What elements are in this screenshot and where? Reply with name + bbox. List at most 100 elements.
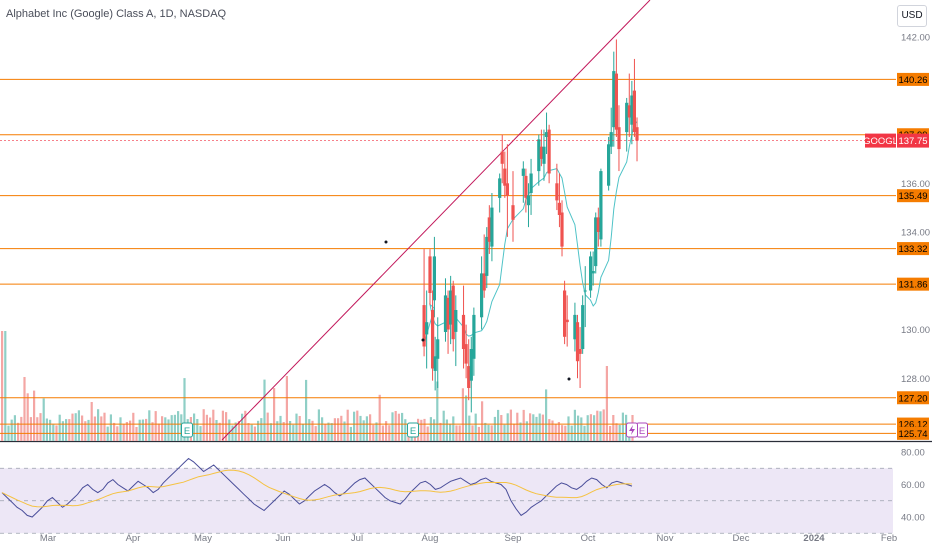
volume-bar	[362, 420, 365, 441]
candle-body	[461, 314, 466, 349]
currency-button[interactable]: USD	[897, 5, 927, 27]
volume-bar	[68, 419, 71, 441]
volume-bar	[548, 419, 551, 441]
volume-bar	[183, 378, 186, 441]
volume-bar	[269, 423, 272, 441]
volume-bar	[532, 414, 535, 441]
volume-bar	[369, 414, 372, 441]
volume-bar	[330, 423, 333, 441]
candle-body	[425, 322, 429, 335]
volume-bar	[244, 410, 247, 441]
volume-bar	[519, 422, 522, 441]
time-tick-label: Dec	[733, 533, 750, 544]
rsi-band	[0, 468, 893, 534]
volume-bar	[567, 416, 570, 441]
candle-body	[490, 207, 494, 247]
level-price-tag	[897, 72, 929, 86]
candle-body	[596, 217, 600, 232]
earnings-marker	[181, 422, 193, 438]
candle-body	[612, 71, 616, 128]
volume-bar	[317, 409, 320, 441]
candle-body	[599, 171, 603, 240]
volume-bar	[401, 412, 404, 441]
volume-bar	[52, 424, 55, 441]
volume-bar	[279, 415, 282, 441]
volume-bar	[324, 424, 327, 441]
rsi-tick-label: 80.00	[901, 448, 925, 459]
candle-body	[625, 102, 629, 133]
volume-bar	[122, 424, 125, 441]
candle-body	[432, 256, 436, 301]
candle-body	[464, 344, 468, 364]
volume-bar	[433, 419, 436, 441]
volume-bar	[135, 427, 138, 441]
symbol-label: GOOGL	[863, 136, 898, 147]
volume-bar	[612, 415, 615, 441]
candle-body	[609, 132, 613, 147]
candle-body	[537, 139, 541, 172]
candle-body	[555, 183, 559, 201]
volume-bar	[282, 422, 285, 441]
volume-bar	[461, 388, 464, 441]
volume-bar	[100, 416, 103, 441]
volume-bar	[151, 422, 154, 441]
level-price-tag	[897, 426, 929, 440]
volume-bar	[170, 415, 173, 441]
level-price-label: 135.49	[898, 191, 927, 202]
volume-bar	[257, 420, 260, 441]
candle-body	[482, 273, 486, 291]
volume-bar	[77, 410, 80, 441]
candle-body	[589, 256, 593, 291]
volume-bar	[17, 422, 20, 441]
candle-body	[524, 175, 528, 198]
volume-bar	[193, 413, 196, 441]
volume-bar	[308, 419, 311, 441]
level-price-tag	[897, 242, 929, 256]
candle-body	[581, 305, 585, 349]
candle-body	[469, 349, 473, 381]
volume-bar	[20, 416, 23, 441]
volume-bar	[439, 422, 442, 441]
candle-body	[635, 127, 639, 141]
volume-bar	[340, 415, 343, 441]
volume-bar	[538, 413, 541, 441]
time-tick-label: Jul	[351, 533, 363, 544]
time-tick-label: Jun	[275, 533, 290, 544]
volume-bar	[260, 418, 263, 441]
volume-bar	[49, 419, 52, 441]
volume-bar	[305, 379, 308, 441]
volume-bar	[497, 409, 500, 441]
volume-bar	[228, 419, 231, 441]
volume-bar	[237, 421, 240, 441]
candle-body	[511, 205, 515, 220]
volume-bar	[4, 331, 7, 441]
volume-bar	[113, 422, 116, 441]
volume-bar	[125, 422, 128, 441]
volume-bar	[468, 415, 471, 441]
volume-bar	[26, 393, 29, 441]
candle-body	[632, 90, 636, 132]
level-price-tag	[897, 391, 929, 405]
horizontal-levels	[0, 78, 896, 434]
volume-bar	[586, 415, 589, 441]
volume-bar	[132, 412, 135, 441]
candle-body	[627, 105, 631, 118]
candle-body	[557, 202, 561, 215]
volume-bar	[129, 420, 132, 441]
volume-bar	[474, 413, 477, 441]
volume-bar	[103, 412, 106, 441]
volume-bar	[445, 419, 448, 441]
volume-bar	[266, 412, 269, 441]
volume-bar	[138, 419, 141, 441]
candle-body	[505, 183, 509, 196]
level-price-label: 133.32	[898, 244, 927, 255]
volume-bar	[429, 417, 432, 441]
price-tick-label: 130.00	[901, 325, 930, 336]
volume-bar	[365, 416, 368, 441]
rsi-tick-label: 40.00	[901, 513, 925, 524]
earnings-marker	[407, 422, 419, 438]
volume-bar	[173, 414, 176, 441]
candle-body	[594, 217, 598, 267]
candle-body	[443, 295, 448, 332]
